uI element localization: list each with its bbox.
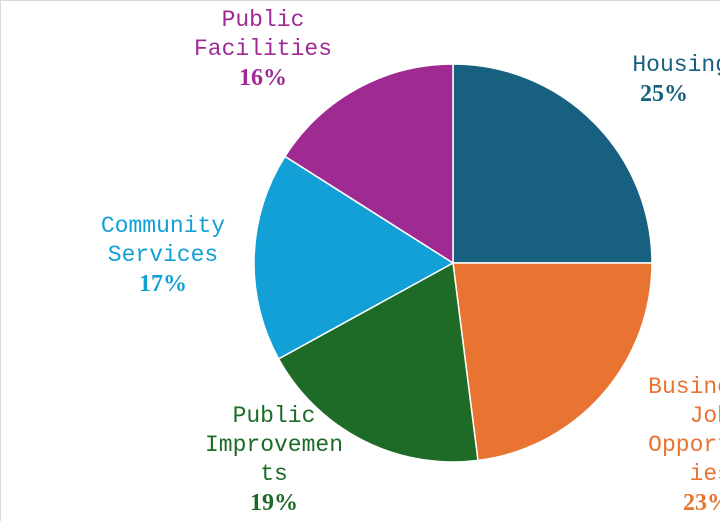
label-community-services: Community Services 17% bbox=[83, 212, 243, 299]
label-facilities-line-1: Public bbox=[221, 7, 305, 33]
label-business-percent: 23% bbox=[683, 490, 720, 516]
label-improvements-percent: 19% bbox=[250, 490, 298, 516]
label-public-facilities: Public Facilities 16% bbox=[173, 6, 353, 93]
label-improvements-line-3: ts bbox=[260, 461, 288, 487]
label-housing: Housing 25% bbox=[599, 51, 720, 109]
label-business-jobs: Busine Job Opport ies 23% bbox=[621, 373, 720, 518]
label-public-improvements: Public Improvemen ts 19% bbox=[189, 402, 359, 518]
label-business-line-1: Busine bbox=[648, 374, 720, 400]
label-business-line-3: Opport bbox=[648, 432, 720, 458]
pie-slice-public-facilities bbox=[283, 63, 454, 265]
label-housing-category: Housing bbox=[632, 52, 720, 78]
label-community-line-2: Services bbox=[107, 242, 219, 268]
label-improvements-line-2: Improvemen bbox=[204, 432, 344, 458]
label-facilities-line-2: Facilities bbox=[193, 36, 333, 62]
label-business-line-2: Job bbox=[689, 403, 720, 429]
pie-slice-housing bbox=[452, 63, 653, 264]
label-facilities-percent: 16% bbox=[239, 65, 287, 91]
pie-slice-business-jobs-opportunities bbox=[452, 262, 653, 462]
label-business-line-4: ies bbox=[689, 461, 720, 487]
pie-slice-community-services bbox=[253, 155, 455, 360]
label-improvements-line-1: Public bbox=[232, 403, 316, 429]
label-community-percent: 17% bbox=[139, 271, 187, 297]
label-community-line-1: Community bbox=[100, 213, 226, 239]
pie-slice-public-improvements bbox=[277, 261, 479, 463]
label-housing-percent: 25% bbox=[640, 81, 688, 107]
